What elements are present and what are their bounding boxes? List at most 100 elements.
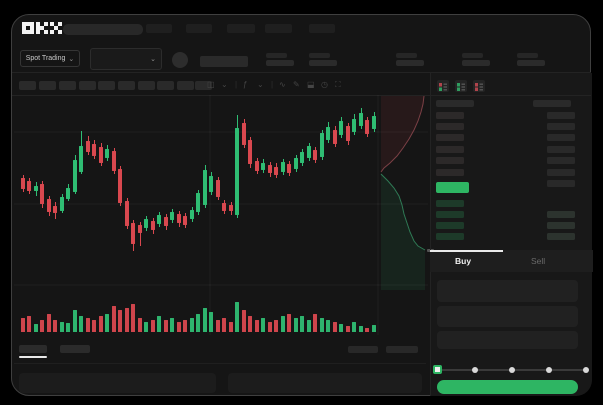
candle xyxy=(203,170,207,205)
volume-bar xyxy=(333,322,337,332)
volume-bar xyxy=(99,316,103,332)
bid-amount-placeholder xyxy=(547,233,575,240)
candle xyxy=(177,214,181,223)
volume-bar xyxy=(60,322,64,332)
order-input-field[interactable] xyxy=(437,280,578,302)
volume-bar xyxy=(209,312,213,332)
last-price-badge[interactable] xyxy=(436,182,469,193)
volume-bar xyxy=(365,328,369,332)
bottom-action-button[interactable] xyxy=(386,346,418,353)
ask-price-placeholder[interactable] xyxy=(436,123,464,130)
buy-submit-button[interactable] xyxy=(437,380,578,394)
order-input-field[interactable] xyxy=(437,306,578,327)
timeframe-button[interactable] xyxy=(79,81,96,90)
volume-bar xyxy=(27,316,31,332)
history-icon[interactable]: ◷ xyxy=(321,80,328,89)
price-chart[interactable] xyxy=(14,95,430,340)
timeframe-button[interactable] xyxy=(157,81,174,90)
nav-item[interactable] xyxy=(265,24,292,33)
bottom-action-button[interactable] xyxy=(348,346,378,353)
slider-handle[interactable] xyxy=(433,365,442,374)
timeframe-button[interactable] xyxy=(138,81,155,90)
timeframe-button[interactable] xyxy=(19,81,36,90)
volume-bar xyxy=(144,322,148,332)
candle xyxy=(229,205,233,211)
trade-tabs xyxy=(430,250,593,272)
candle xyxy=(242,123,246,145)
candle-type-icon[interactable]: ◫ xyxy=(207,80,215,89)
bottom-panel xyxy=(228,373,422,393)
volume-bar xyxy=(248,316,252,332)
trading-mode-label: Spot Trading xyxy=(25,55,66,62)
nav-item[interactable] xyxy=(227,24,255,33)
book-asks-icon[interactable] xyxy=(473,80,485,92)
tab-sell[interactable]: Sell xyxy=(531,256,546,266)
nav-item[interactable] xyxy=(186,24,212,33)
slider-step-dot[interactable] xyxy=(583,367,589,373)
chart-canvas xyxy=(14,95,428,335)
bottom-tab[interactable] xyxy=(19,345,47,353)
volume-bar xyxy=(307,320,311,332)
divider xyxy=(12,95,591,96)
candle xyxy=(47,199,51,212)
fullscreen-icon[interactable]: ⛶ xyxy=(335,80,341,89)
bid-amount-placeholder xyxy=(547,222,575,229)
bid-price-placeholder[interactable] xyxy=(436,222,464,229)
volume-bar xyxy=(320,318,324,332)
slider-step-dot[interactable] xyxy=(472,367,478,373)
timeframe-button[interactable] xyxy=(177,81,194,90)
slider-step-dot[interactable] xyxy=(546,367,552,373)
ask-amount-placeholder xyxy=(547,169,575,176)
draw-icon[interactable]: ✎ xyxy=(293,80,300,89)
bid-price-placeholder[interactable] xyxy=(436,200,464,207)
book-combined-icon[interactable] xyxy=(437,80,449,92)
candle xyxy=(21,178,25,189)
volume-bar xyxy=(21,318,25,332)
stat-label-placeholder xyxy=(309,53,330,58)
candle xyxy=(372,116,376,129)
bottom-tab[interactable] xyxy=(60,345,90,353)
ask-price-placeholder[interactable] xyxy=(436,146,464,153)
divider xyxy=(430,73,431,396)
stat-label-placeholder xyxy=(266,53,287,58)
volume-bar xyxy=(359,326,363,332)
candle xyxy=(92,144,96,156)
bid-price-placeholder[interactable] xyxy=(436,233,464,240)
volume-bar xyxy=(294,318,298,332)
tab-buy[interactable]: Buy xyxy=(455,256,472,266)
candle xyxy=(73,160,77,192)
volume-bar xyxy=(92,320,96,332)
pair-dropdown[interactable]: ⌄ xyxy=(90,48,162,70)
indicator-icon[interactable]: ƒ xyxy=(243,80,248,89)
ask-price-placeholder[interactable] xyxy=(436,134,464,141)
volume-bar xyxy=(183,320,187,332)
ask-amount-placeholder xyxy=(547,112,575,119)
ask-price-placeholder[interactable] xyxy=(436,157,464,164)
chevron-down-icon[interactable]: ⌄ xyxy=(257,80,264,89)
bid-price-placeholder[interactable] xyxy=(436,211,464,218)
ask-price-placeholder[interactable] xyxy=(436,169,464,176)
candle-wick xyxy=(140,222,141,246)
chevron-down-icon[interactable]: ⌄ xyxy=(221,80,228,89)
nav-item[interactable] xyxy=(309,24,335,33)
ask-price-placeholder[interactable] xyxy=(436,112,464,119)
trading-mode-dropdown[interactable]: Spot Trading ⌄ xyxy=(20,50,80,67)
pair-name-placeholder xyxy=(200,56,248,67)
divider: | xyxy=(271,80,274,89)
timeframe-button[interactable] xyxy=(118,81,135,90)
chevron-down-icon: ⌄ xyxy=(68,55,75,63)
timeframe-button[interactable] xyxy=(98,81,115,90)
volume-bar xyxy=(229,322,233,332)
search-input[interactable] xyxy=(63,24,143,35)
slider-step-dot[interactable] xyxy=(509,367,515,373)
timeframe-button[interactable] xyxy=(39,81,56,90)
candle xyxy=(131,223,135,244)
timeframe-button[interactable] xyxy=(195,81,212,90)
order-input-field[interactable] xyxy=(437,331,578,349)
nav-item[interactable] xyxy=(146,24,172,33)
book-bids-icon[interactable] xyxy=(455,80,467,92)
timeframe-button[interactable] xyxy=(59,81,76,90)
candle xyxy=(248,140,252,164)
camera-icon[interactable]: ⬓ xyxy=(307,80,315,89)
line-tool-icon[interactable]: ∿ xyxy=(279,80,286,89)
